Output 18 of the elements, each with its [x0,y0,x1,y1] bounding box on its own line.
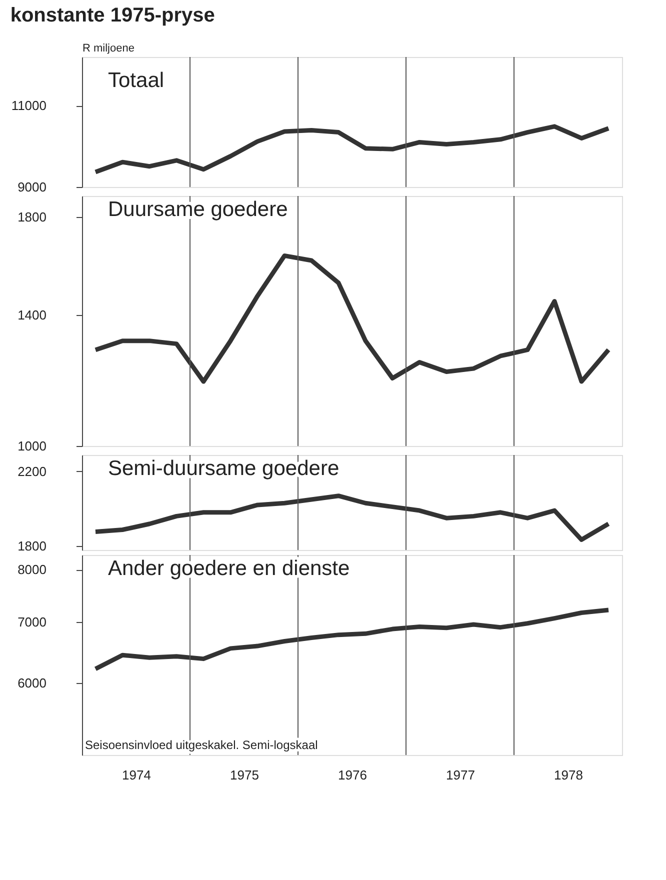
y-tick-label: 1400 [18,307,46,322]
chart-title: konstante 1975-pryse [10,4,215,26]
y-tick-label: 8000 [18,562,46,578]
x-tick-label: 1975 [230,768,259,782]
y-tick-label: 1800 [18,210,46,225]
x-tick-label: 1978 [554,768,583,782]
y-tick-label: 9000 [18,180,46,194]
x-tick-label: 1974 [122,768,151,782]
y-tick-label: 1000 [18,438,46,454]
y-tick-label: 6000 [18,676,46,691]
y-tick-label: 1800 [18,538,46,554]
y-tick-label: 7000 [18,614,46,630]
x-tick-label: 1976 [338,768,367,782]
y-axis-title: R miljoene [82,42,134,54]
text: Totaal [108,69,164,92]
x-tick-label: 1977 [446,768,475,782]
y-tick-label: 11000 [11,98,46,114]
y-tick-label: 2200 [18,464,46,479]
